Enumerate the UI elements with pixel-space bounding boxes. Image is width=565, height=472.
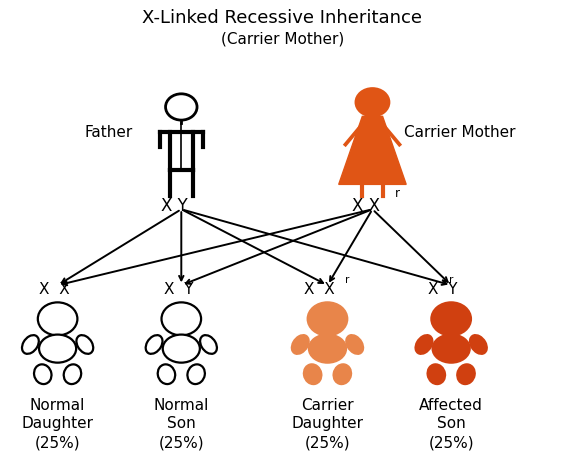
Text: X Y: X Y [161,196,188,214]
Text: Carrier
Daughter
(25%): Carrier Daughter (25%) [292,398,363,450]
Ellipse shape [39,335,76,362]
Ellipse shape [34,364,51,384]
Text: Father: Father [84,125,132,140]
Circle shape [431,303,471,336]
Text: Carrier Mother: Carrier Mother [404,125,515,140]
Ellipse shape [146,335,163,354]
Text: X X: X X [351,196,380,214]
Ellipse shape [309,335,346,362]
Circle shape [162,303,201,336]
Text: r: r [395,187,399,200]
Ellipse shape [158,364,175,384]
Ellipse shape [188,364,205,384]
Text: X-Linked Recessive Inheritance: X-Linked Recessive Inheritance [142,9,423,27]
Ellipse shape [304,364,321,384]
Ellipse shape [470,335,487,354]
Circle shape [355,88,389,117]
Circle shape [308,303,347,336]
Text: Normal
Son
(25%): Normal Son (25%) [154,398,209,450]
Text: X  X: X X [303,282,334,297]
Text: X  X: X X [40,282,70,297]
Ellipse shape [433,335,470,362]
Ellipse shape [292,335,308,354]
Circle shape [38,303,77,336]
Text: Affected
Son
(25%): Affected Son (25%) [419,398,483,450]
Ellipse shape [333,364,351,384]
Ellipse shape [76,335,93,354]
Ellipse shape [346,335,363,354]
Text: (Carrier Mother): (Carrier Mother) [221,32,344,46]
Text: r: r [345,275,349,285]
Ellipse shape [64,364,81,384]
Text: r: r [449,275,453,285]
Ellipse shape [200,335,217,354]
Text: X  Y: X Y [428,282,458,297]
Polygon shape [339,117,406,185]
Text: X  Y: X Y [164,282,193,297]
Ellipse shape [416,335,432,354]
Ellipse shape [163,335,200,362]
Ellipse shape [457,364,475,384]
Text: Normal
Daughter
(25%): Normal Daughter (25%) [21,398,94,450]
Ellipse shape [22,335,39,354]
Ellipse shape [428,364,445,384]
